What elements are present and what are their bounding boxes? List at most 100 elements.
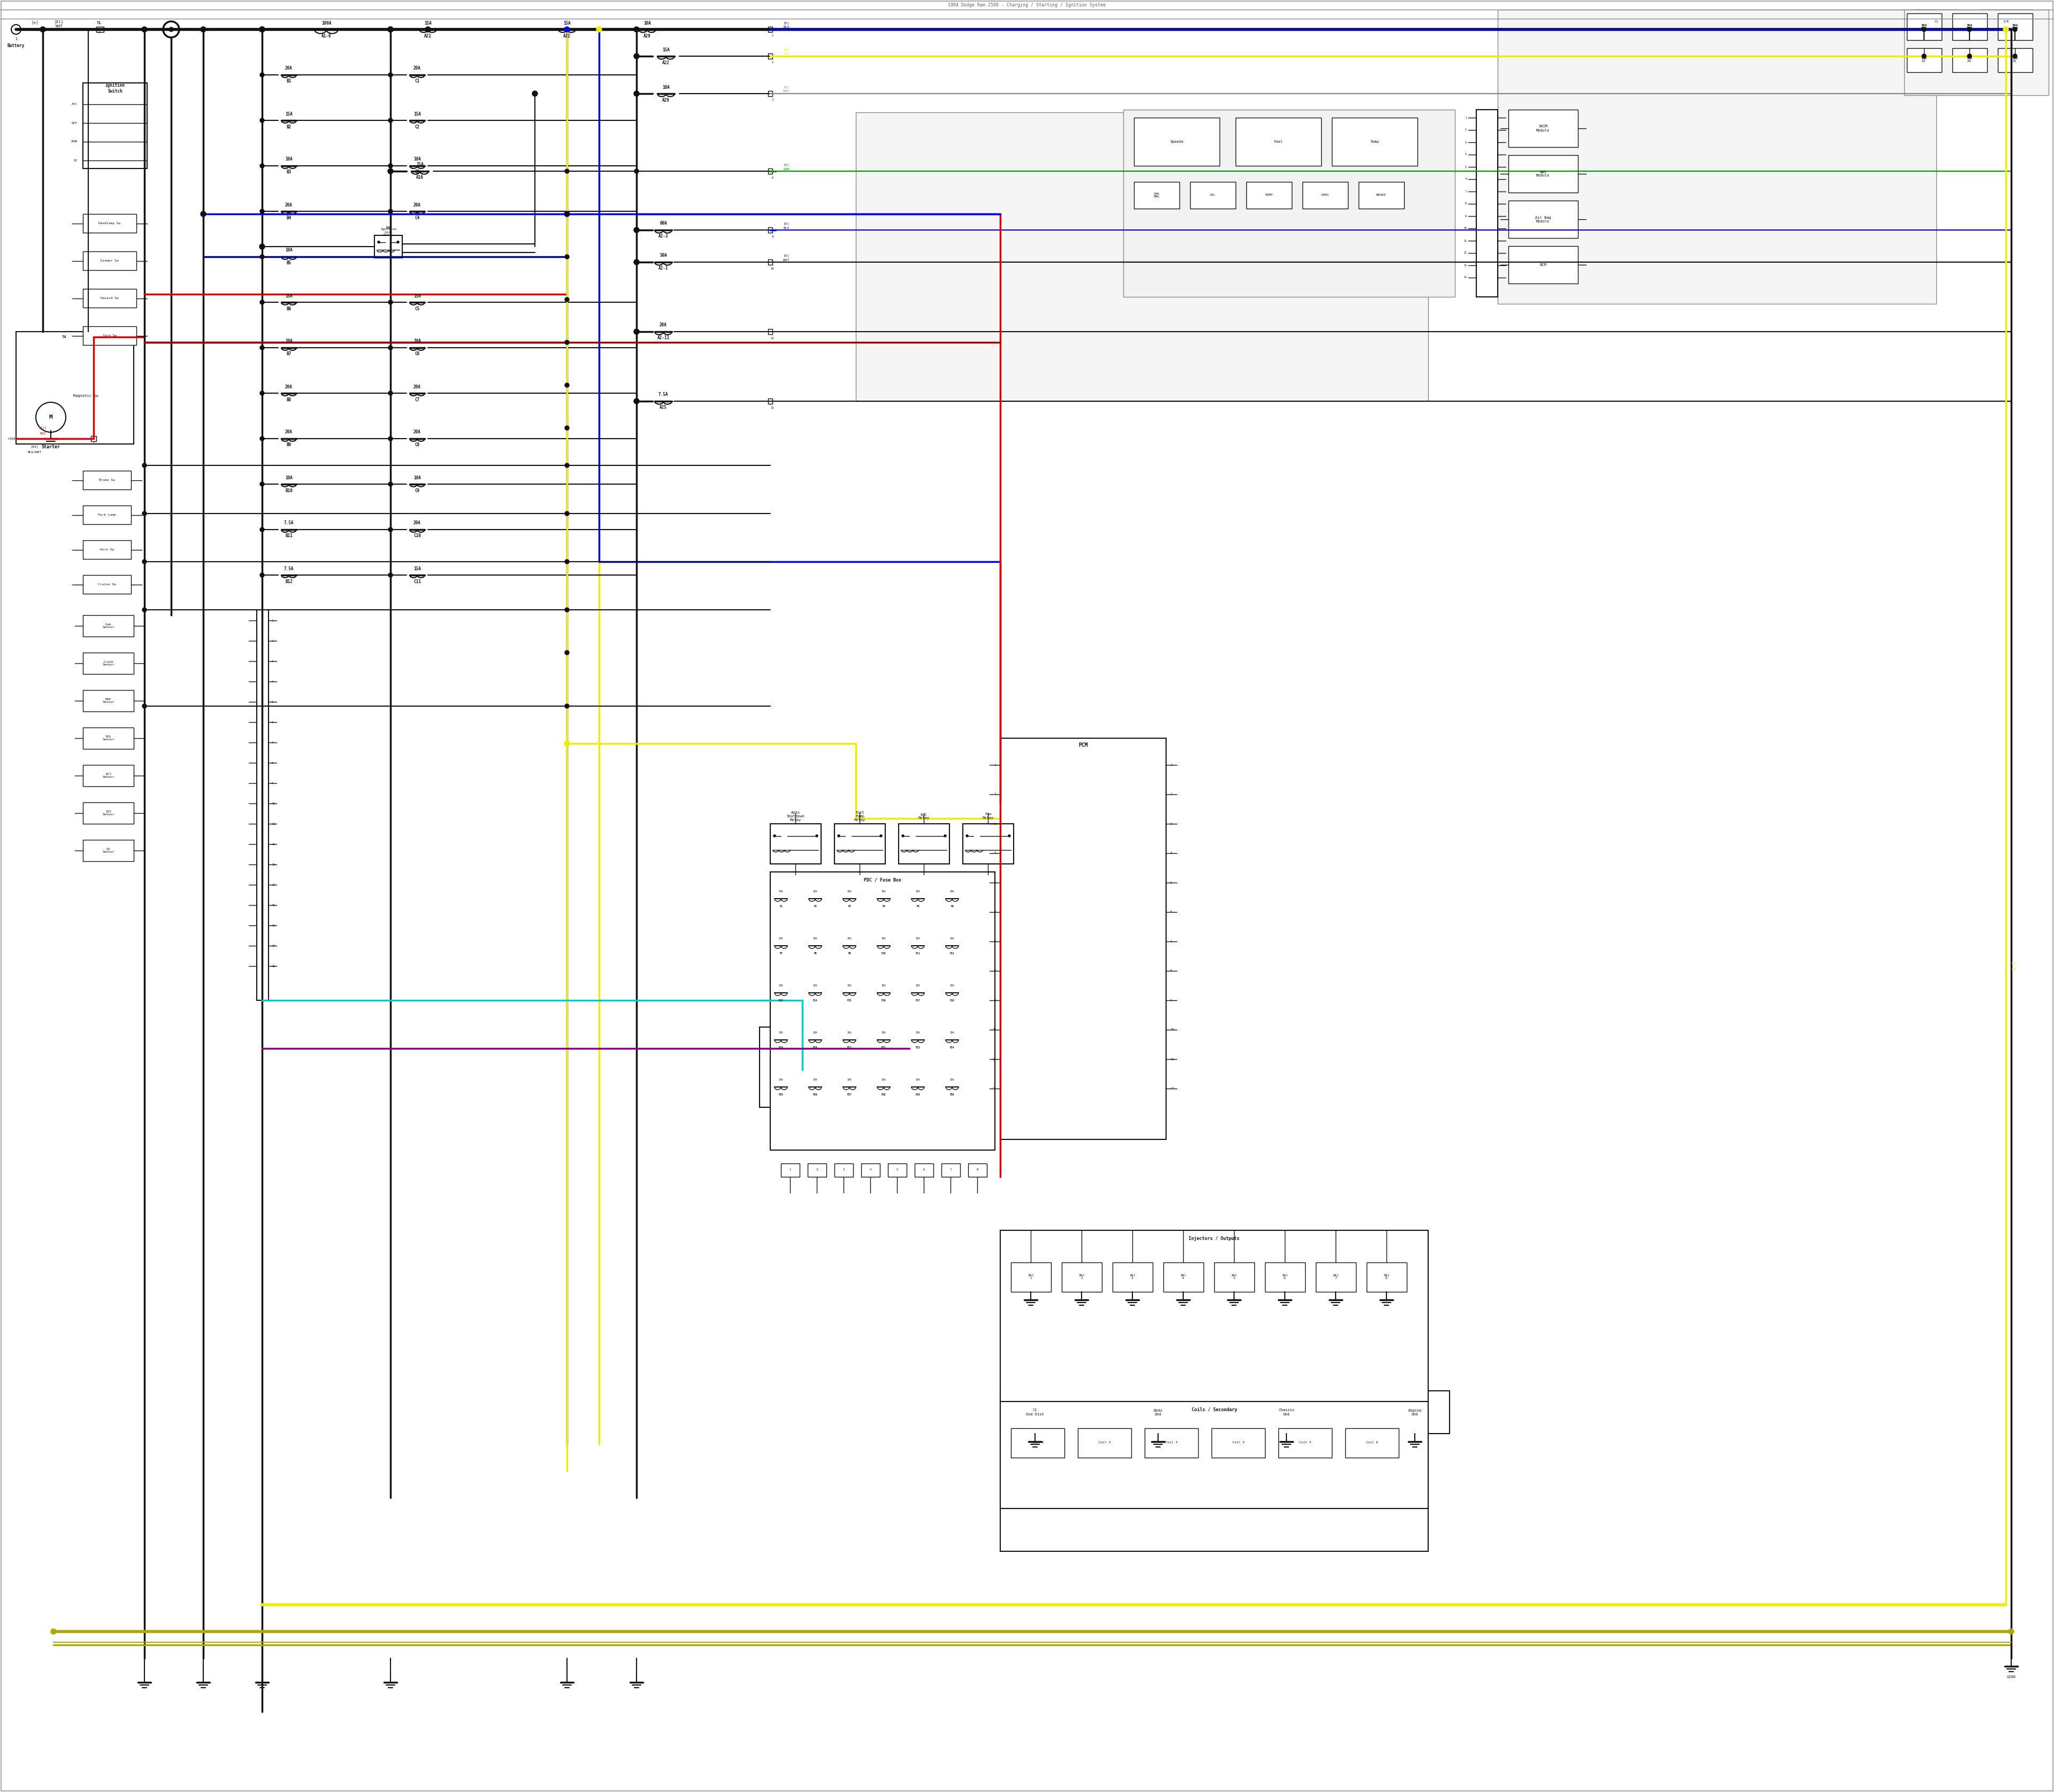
Text: 20A: 20A <box>413 66 421 72</box>
Text: ACC: ACC <box>72 102 78 106</box>
FancyBboxPatch shape <box>82 840 134 862</box>
Circle shape <box>635 398 639 403</box>
FancyBboxPatch shape <box>834 1163 852 1177</box>
Text: INJ
5: INJ 5 <box>1230 1274 1237 1279</box>
Text: A16: A16 <box>417 176 423 179</box>
Circle shape <box>532 91 538 97</box>
FancyBboxPatch shape <box>1212 1428 1265 1457</box>
Text: B7: B7 <box>286 351 292 357</box>
Text: 10A: 10A <box>778 891 783 892</box>
Circle shape <box>635 400 639 403</box>
Text: 11: 11 <box>992 1057 996 1061</box>
FancyBboxPatch shape <box>1953 13 1986 39</box>
FancyBboxPatch shape <box>857 113 1428 401</box>
Text: INJ
7: INJ 7 <box>1333 1274 1339 1279</box>
Circle shape <box>1968 54 1972 59</box>
Text: 30A
FL2: 30A FL2 <box>1966 23 1972 30</box>
Text: 10A: 10A <box>881 1030 885 1034</box>
Text: F14: F14 <box>813 998 817 1002</box>
Text: BCM: BCM <box>1540 263 1547 267</box>
Circle shape <box>635 27 639 32</box>
Text: 10A: 10A <box>881 984 885 987</box>
Circle shape <box>142 559 146 564</box>
Text: Ignition
Switch: Ignition Switch <box>105 82 125 93</box>
Text: RUN: RUN <box>72 140 78 143</box>
Text: 20A: 20A <box>286 66 292 72</box>
Circle shape <box>565 559 569 564</box>
Text: 10: 10 <box>992 1029 996 1030</box>
Circle shape <box>945 835 947 837</box>
Circle shape <box>838 835 840 837</box>
FancyBboxPatch shape <box>1906 48 1941 72</box>
Circle shape <box>635 260 639 263</box>
Circle shape <box>261 73 265 77</box>
Text: F30: F30 <box>949 1093 955 1095</box>
Text: 12: 12 <box>1465 251 1467 254</box>
Text: 60A: 60A <box>659 220 668 226</box>
Text: 10A: 10A <box>916 1030 920 1034</box>
FancyBboxPatch shape <box>82 728 134 749</box>
Text: C8: C8 <box>415 443 419 448</box>
FancyBboxPatch shape <box>1508 156 1577 192</box>
Text: C1: C1 <box>415 79 419 84</box>
FancyBboxPatch shape <box>1497 9 1937 305</box>
Text: [EJ]: [EJ] <box>39 426 47 430</box>
Text: F26: F26 <box>813 1093 817 1095</box>
Text: BRAKE: BRAKE <box>1376 194 1386 197</box>
FancyBboxPatch shape <box>82 505 131 525</box>
Circle shape <box>565 740 569 745</box>
Circle shape <box>261 346 265 349</box>
Text: C408: C408 <box>8 437 16 441</box>
Text: F16: F16 <box>881 998 885 1002</box>
Text: C2: C2 <box>415 124 419 129</box>
Circle shape <box>388 391 392 396</box>
Circle shape <box>388 346 392 349</box>
Text: 18: 18 <box>271 964 275 968</box>
FancyBboxPatch shape <box>1062 1262 1101 1292</box>
Text: 10: 10 <box>271 803 275 805</box>
FancyBboxPatch shape <box>1477 109 1497 297</box>
FancyBboxPatch shape <box>1124 1391 1193 1434</box>
Text: B12: B12 <box>286 579 292 584</box>
FancyBboxPatch shape <box>1011 1428 1064 1457</box>
Text: F29: F29 <box>916 1093 920 1095</box>
Circle shape <box>259 27 265 32</box>
Text: B9: B9 <box>286 443 292 448</box>
FancyBboxPatch shape <box>90 435 97 441</box>
Circle shape <box>259 27 265 32</box>
FancyBboxPatch shape <box>1366 1262 1407 1292</box>
Circle shape <box>565 704 569 708</box>
FancyBboxPatch shape <box>1331 118 1417 167</box>
FancyBboxPatch shape <box>963 824 1013 864</box>
FancyBboxPatch shape <box>82 471 131 489</box>
Text: B11: B11 <box>286 534 292 538</box>
Circle shape <box>1968 27 1972 32</box>
FancyBboxPatch shape <box>1914 38 1957 59</box>
Circle shape <box>635 228 639 233</box>
Circle shape <box>565 297 569 301</box>
Text: F9: F9 <box>848 952 850 955</box>
Circle shape <box>902 835 904 837</box>
Circle shape <box>565 254 569 258</box>
Text: F19: F19 <box>778 1047 783 1048</box>
Text: Turn Sw: Turn Sw <box>103 335 117 337</box>
FancyBboxPatch shape <box>82 213 136 233</box>
Text: F28: F28 <box>881 1093 885 1095</box>
Text: Coils / Secondary: Coils / Secondary <box>1191 1407 1237 1412</box>
Text: OFF: OFF <box>72 122 78 124</box>
Text: 10A: 10A <box>846 937 852 939</box>
Circle shape <box>259 244 265 249</box>
Text: Fuel: Fuel <box>1273 140 1284 143</box>
Text: BLU: BLU <box>783 25 789 29</box>
Text: B3: B3 <box>286 170 292 174</box>
Circle shape <box>635 91 639 95</box>
Text: 7.5A: 7.5A <box>659 392 668 398</box>
Text: 20A: 20A <box>286 383 292 389</box>
Text: B10: B10 <box>286 487 292 493</box>
Text: Coil 5: Coil 5 <box>1298 1441 1310 1444</box>
Text: B4: B4 <box>286 215 292 220</box>
FancyBboxPatch shape <box>807 1163 826 1177</box>
Text: 1: 1 <box>14 38 16 41</box>
Circle shape <box>1009 835 1011 837</box>
Text: A2-11: A2-11 <box>657 335 670 340</box>
